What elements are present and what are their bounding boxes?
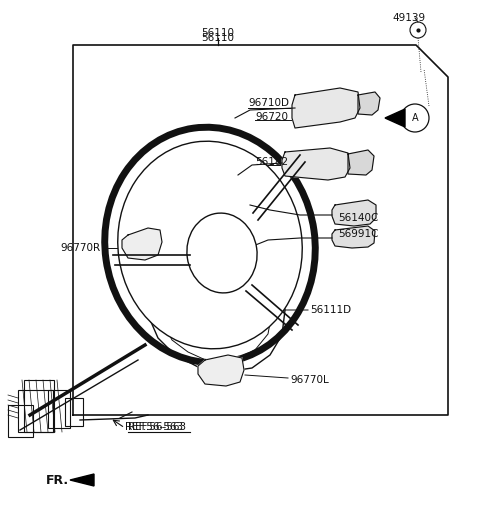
Polygon shape — [332, 200, 376, 226]
Polygon shape — [385, 109, 405, 127]
Polygon shape — [348, 150, 374, 175]
Polygon shape — [282, 148, 350, 180]
Text: 56110: 56110 — [202, 28, 235, 38]
Text: 56111D: 56111D — [310, 305, 351, 315]
Polygon shape — [122, 228, 162, 260]
Text: 56182: 56182 — [255, 157, 288, 167]
Text: 96770L: 96770L — [290, 375, 329, 385]
Text: 96720: 96720 — [255, 112, 288, 122]
Polygon shape — [70, 474, 94, 486]
Polygon shape — [292, 88, 360, 128]
Text: A: A — [412, 113, 418, 123]
Text: REF.56-563: REF.56-563 — [125, 422, 183, 432]
Text: REF.56-563: REF.56-563 — [128, 422, 186, 432]
Text: 49139: 49139 — [392, 13, 425, 23]
Text: 96710D: 96710D — [248, 98, 289, 108]
Polygon shape — [332, 226, 375, 248]
Ellipse shape — [118, 141, 302, 349]
Polygon shape — [198, 355, 244, 386]
Ellipse shape — [187, 213, 257, 293]
Text: 56991C: 56991C — [338, 229, 379, 239]
Text: FR.: FR. — [46, 474, 69, 486]
Text: 56140C: 56140C — [338, 213, 378, 223]
Text: 96770R: 96770R — [60, 243, 100, 253]
Polygon shape — [358, 92, 380, 115]
Text: 56110: 56110 — [202, 33, 235, 43]
